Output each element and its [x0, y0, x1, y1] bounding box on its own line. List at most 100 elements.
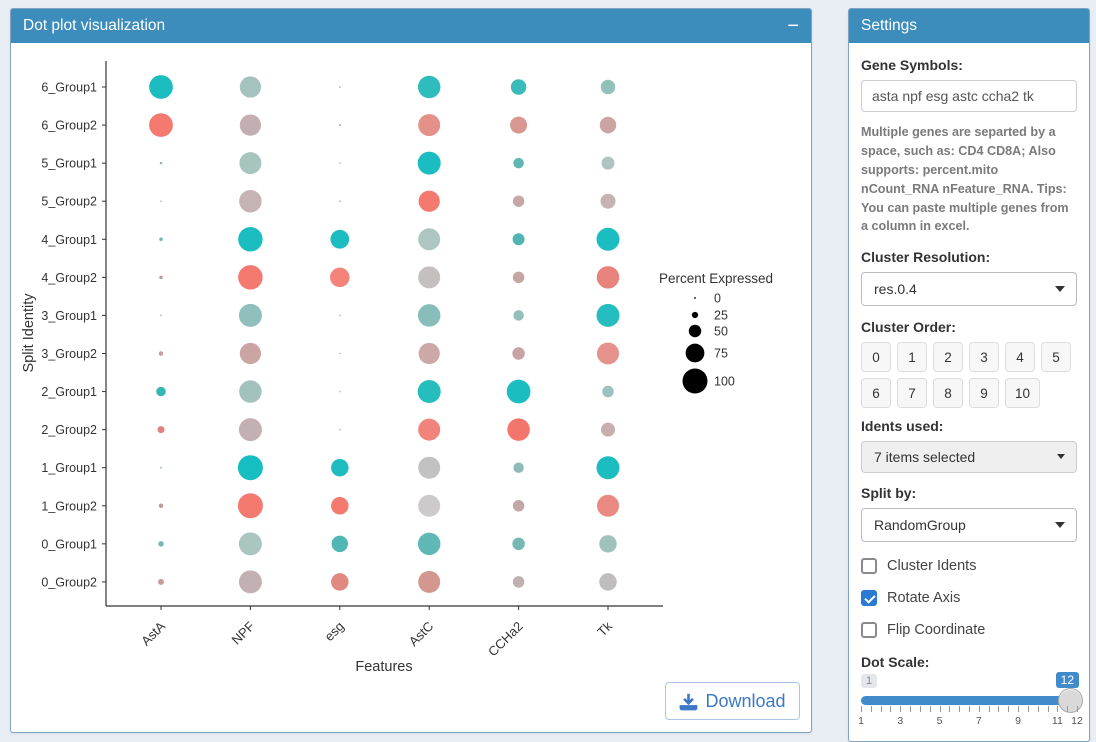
- checkbox-checked-icon[interactable]: [861, 590, 877, 607]
- download-icon: [680, 693, 698, 710]
- gene-symbols-help-text: Multiple genes are separted by a space, …: [861, 125, 1069, 234]
- split-by-label: Split by:: [861, 485, 917, 502]
- svg-text:3_Group2: 3_Group2: [41, 347, 97, 361]
- cluster-order-buttons: 0 1 2 3 4 5 6 7 8 9 10: [861, 342, 1077, 409]
- svg-text:0_Group1: 0_Group1: [41, 537, 97, 551]
- slider-minor-tick: [1018, 706, 1020, 713]
- collapse-icon[interactable]: −: [787, 15, 799, 37]
- slider-value-badge: 12: [1055, 672, 1079, 689]
- checkbox-unchecked-icon[interactable]: [861, 622, 877, 639]
- slider-minor-tick: [910, 706, 912, 713]
- idents-used-value: 7 items selected: [874, 449, 976, 466]
- idents-used-dropdown[interactable]: 7 items selected: [861, 441, 1077, 474]
- dot-plot-chart: 6_Group1 6_Group2 5_Group1 5_Group2 4_Group1…: [21, 61, 773, 675]
- svg-text:Percent Expressed: Percent Expressed: [659, 271, 773, 286]
- checkbox-label: Cluster Idents: [887, 558, 977, 575]
- cluster-order-button-7[interactable]: 7: [897, 378, 927, 409]
- slider-minor-tick: [969, 706, 970, 713]
- checkbox-rotate-axis[interactable]: Rotate Axis: [861, 590, 1077, 607]
- cluster-order-button-1[interactable]: 1: [897, 342, 927, 373]
- cluster-order-button-6[interactable]: 6: [861, 378, 891, 409]
- dot-scale-slider: 1 12 1 3 5 7 9 11 12: [858, 672, 1083, 742]
- chevron-down-icon: [1055, 522, 1065, 529]
- slider-minor-tick: [861, 706, 862, 713]
- slider-minor-tick: [998, 706, 1000, 713]
- svg-text:6_Group2: 6_Group2: [41, 119, 97, 133]
- split-by-select[interactable]: RandomGroup: [861, 508, 1077, 543]
- svg-text:100: 100: [714, 375, 735, 389]
- dotplot-panel: Dot plot visualization − 6_Group1 6_Group…: [10, 8, 812, 733]
- slider-minor-tick: [1037, 706, 1039, 713]
- svg-text:25: 25: [714, 309, 728, 323]
- slider-minor-tick: [929, 706, 931, 713]
- gene-symbols-label: Gene Symbols:: [861, 57, 963, 73]
- dot-scale-label: Dot Scale:: [861, 654, 930, 671]
- cluster-resolution-label: Cluster Resolution:: [861, 249, 991, 266]
- settings-body: Gene Symbols: Multiple genes are separte…: [849, 43, 1089, 742]
- svg-text:0_Group2: 0_Group2: [41, 575, 97, 589]
- checkbox-label: Rotate Axis: [887, 590, 961, 607]
- svg-text:3_Group1: 3_Group1: [41, 309, 97, 323]
- svg-text:1_Group1: 1_Group1: [41, 461, 97, 475]
- checkbox-unchecked-icon[interactable]: [861, 558, 877, 575]
- svg-text:4_Group2: 4_Group2: [41, 271, 97, 285]
- svg-text:5_Group2: 5_Group2: [41, 195, 97, 209]
- slider-tick-label: 12: [1071, 715, 1083, 728]
- download-label: Download: [705, 690, 786, 711]
- svg-text:AstC: AstC: [406, 619, 437, 650]
- svg-text:NPF: NPF: [229, 618, 258, 647]
- slider-minor-tick: [1067, 706, 1069, 713]
- cluster-order-button-3[interactable]: 3: [969, 342, 999, 373]
- svg-text:esg: esg: [321, 619, 346, 644]
- slider-minor-tick: [1027, 706, 1029, 713]
- slider-minor-tick: [1008, 706, 1010, 713]
- slider-tick-label: 9: [1015, 715, 1021, 728]
- slider-minor-tick: [880, 706, 882, 713]
- slider-minor-tick: [1057, 706, 1059, 713]
- cluster-order-button-0[interactable]: 0: [861, 342, 891, 373]
- cluster-resolution-value: res.0.4: [874, 281, 917, 298]
- checkbox-label: Flip Coordinate: [887, 622, 986, 639]
- dotplot-panel-title: Dot plot visualization: [23, 17, 166, 34]
- svg-text:75: 75: [714, 347, 728, 361]
- download-button[interactable]: Download: [665, 682, 800, 720]
- svg-text:50: 50: [714, 325, 728, 339]
- slider-tick-label: 5: [936, 715, 943, 728]
- settings-panel-header: Settings: [849, 9, 1089, 43]
- cluster-order-button-8[interactable]: 8: [933, 378, 963, 409]
- slider-minor-tick: [890, 706, 892, 713]
- gene-symbols-input[interactable]: [861, 80, 1077, 112]
- svg-text:CCHa2: CCHa2: [485, 619, 526, 660]
- svg-text:4_Group1: 4_Group1: [41, 233, 97, 247]
- slider-minor-tick: [870, 706, 872, 713]
- cluster-order-button-9[interactable]: 9: [969, 378, 999, 409]
- slider-minor-tick: [939, 706, 941, 713]
- checkbox-list: Cluster Idents Rotate Axis Flip Coordinate: [861, 558, 1077, 639]
- svg-text:Features: Features: [355, 659, 412, 675]
- svg-text:AstA: AstA: [138, 618, 168, 648]
- slider-minor-tick: [1077, 706, 1078, 713]
- svg-text:2_Group2: 2_Group2: [41, 423, 97, 437]
- cluster-order-button-10[interactable]: 10: [1005, 378, 1041, 409]
- slider-minor-tick: [988, 706, 990, 713]
- slider-minor-tick: [949, 706, 951, 713]
- cluster-resolution-select[interactable]: res.0.4: [861, 272, 1077, 307]
- slider-min-badge: 1: [861, 674, 878, 689]
- slider-tick-label: 11: [1051, 715, 1063, 728]
- cluster-order-button-4[interactable]: 4: [1005, 342, 1035, 373]
- svg-text:0: 0: [714, 292, 721, 306]
- chevron-down-icon: [1057, 454, 1065, 460]
- checkbox-cluster-idents[interactable]: Cluster Idents: [861, 558, 1077, 575]
- slider-track[interactable]: [861, 688, 1083, 714]
- cluster-order-button-2[interactable]: 2: [933, 342, 963, 373]
- svg-text:5_Group1: 5_Group1: [41, 157, 97, 171]
- slider-handle[interactable]: [1058, 688, 1083, 714]
- chevron-down-icon: [1055, 286, 1065, 293]
- idents-used-label: Idents used:: [861, 418, 944, 435]
- cluster-order-label: Cluster Order:: [861, 319, 956, 336]
- settings-panel: Settings Gene Symbols: Multiple genes ar…: [848, 8, 1090, 742]
- checkbox-flip-coordinate[interactable]: Flip Coordinate: [861, 622, 1077, 639]
- slider-minor-tick: [978, 706, 980, 713]
- cluster-order-button-5[interactable]: 5: [1041, 342, 1071, 373]
- slider-minor-tick: [1047, 706, 1049, 713]
